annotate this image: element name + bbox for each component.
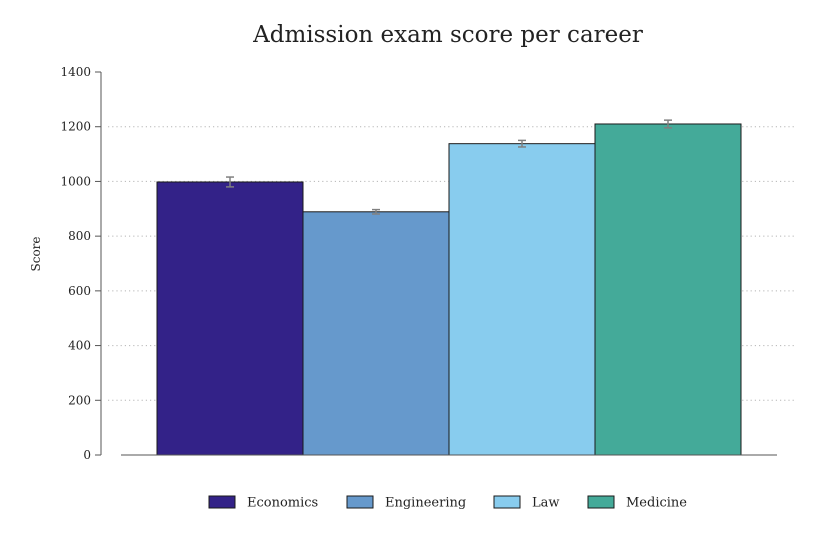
y-tick-label-200: 200 [68,393,91,407]
legend-swatch-economics [208,495,236,509]
y-tick-label-600: 600 [68,284,91,298]
y-tick-label-400: 400 [68,339,91,353]
legend: Economics Engineering Law Medicine [208,495,687,511]
axes-group: 0 200 400 600 800 1000 1200 1400 [60,65,777,462]
legend-label-law: Law [532,496,560,511]
error-bars-group [226,119,672,215]
legend-swatch-law [493,495,521,509]
y-tick-label-1000: 1000 [60,174,91,188]
legend-swatch-engineering [346,495,374,509]
legend-label-medicine: Medicine [626,496,687,511]
y-tick-label-1200: 1200 [60,120,91,134]
legend-label-engineering: Engineering [385,496,466,511]
legend-swatch-medicine [587,495,615,509]
bars-group [156,123,742,456]
y-tick-label-1400: 1400 [60,65,91,79]
bar-engineering [302,211,450,456]
bar-economics [156,181,304,456]
y-axis-label: Score [29,236,43,271]
legend-label-economics: Economics [247,496,318,511]
chart-title: Admission exam score per career [252,22,643,48]
bar-medicine [594,123,742,456]
bar-law [448,143,596,456]
y-tick-label-800: 800 [68,229,91,243]
y-tick-label-0: 0 [83,448,91,462]
